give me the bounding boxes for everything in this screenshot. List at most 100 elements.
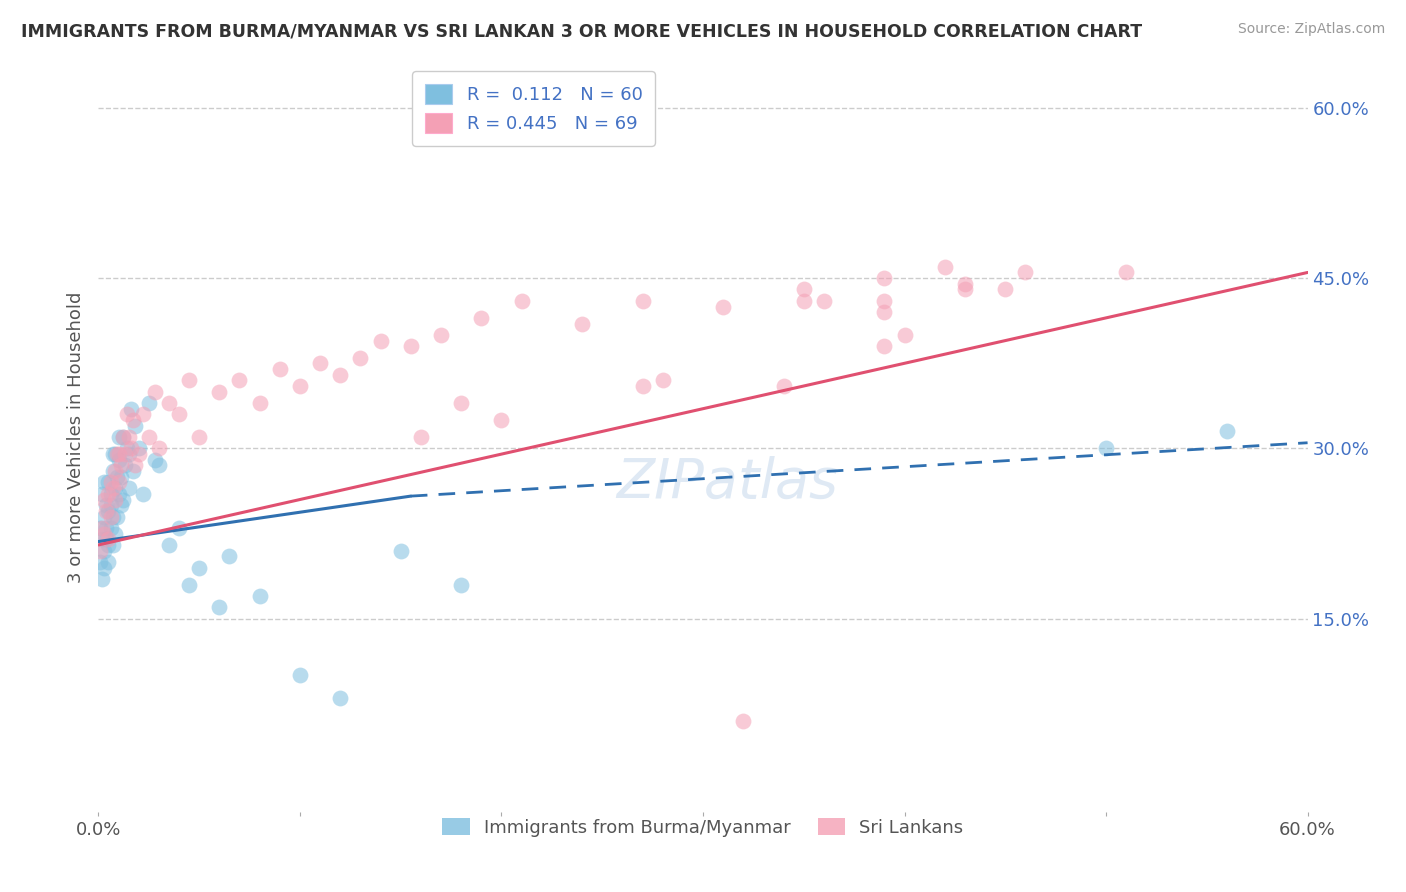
- Point: [103, 447, 125, 461]
- Point: [409, 430, 432, 444]
- Point: [97, 533, 120, 547]
- Point: [101, 538, 124, 552]
- Point: [97, 475, 120, 490]
- Point: [208, 384, 231, 399]
- Point: [329, 368, 352, 382]
- Point: [110, 498, 132, 512]
- Y-axis label: 3 or more Vehicles in Household: 3 or more Vehicles in Household: [66, 292, 84, 582]
- Point: [934, 260, 956, 274]
- Point: [105, 509, 128, 524]
- Point: [813, 293, 835, 308]
- Point: [120, 442, 142, 456]
- Point: [450, 577, 472, 591]
- Point: [124, 458, 146, 473]
- Point: [96, 533, 118, 547]
- Point: [389, 543, 412, 558]
- Point: [100, 509, 122, 524]
- Point: [772, 379, 794, 393]
- Point: [89, 521, 111, 535]
- Point: [128, 447, 150, 461]
- Point: [249, 396, 271, 410]
- Point: [132, 487, 155, 501]
- Point: [138, 396, 160, 410]
- Point: [309, 356, 332, 370]
- Point: [288, 379, 311, 393]
- Point: [100, 487, 122, 501]
- Point: [103, 492, 125, 507]
- Point: [631, 293, 654, 308]
- Point: [115, 408, 138, 422]
- Point: [93, 560, 115, 574]
- Point: [953, 283, 976, 297]
- Point: [157, 396, 180, 410]
- Point: [91, 572, 114, 586]
- Point: [100, 498, 122, 512]
- Point: [873, 271, 896, 285]
- Point: [91, 533, 114, 547]
- Point: [1014, 265, 1036, 279]
- Point: [188, 560, 211, 574]
- Point: [1115, 265, 1137, 279]
- Point: [89, 555, 111, 569]
- Point: [114, 447, 136, 461]
- Point: [96, 498, 118, 512]
- Point: [370, 334, 392, 348]
- Point: [793, 283, 815, 297]
- Point: [105, 447, 128, 461]
- Point: [107, 452, 129, 467]
- Point: [143, 384, 166, 399]
- Legend: Immigrants from Burma/Myanmar, Sri Lankans: Immigrants from Burma/Myanmar, Sri Lanka…: [436, 811, 970, 844]
- Point: [179, 577, 201, 591]
- Point: [128, 442, 150, 456]
- Point: [114, 458, 136, 473]
- Point: [329, 691, 352, 706]
- Point: [994, 283, 1017, 297]
- Point: [101, 447, 124, 461]
- Point: [1216, 425, 1239, 439]
- Point: [103, 526, 125, 541]
- Point: [97, 487, 120, 501]
- Point: [100, 521, 122, 535]
- Point: [101, 481, 124, 495]
- Point: [228, 373, 250, 387]
- Point: [651, 373, 673, 387]
- Point: [121, 464, 143, 478]
- Point: [101, 464, 124, 478]
- Point: [100, 475, 122, 490]
- Point: [97, 555, 120, 569]
- Point: [111, 430, 134, 444]
- Point: [157, 538, 180, 552]
- Point: [101, 509, 124, 524]
- Point: [103, 464, 125, 478]
- Point: [179, 373, 201, 387]
- Point: [110, 458, 132, 473]
- Point: [510, 293, 533, 308]
- Point: [631, 379, 654, 393]
- Point: [107, 475, 129, 490]
- Point: [571, 317, 593, 331]
- Point: [93, 526, 115, 541]
- Point: [218, 549, 240, 564]
- Point: [188, 430, 211, 444]
- Point: [97, 538, 120, 552]
- Point: [111, 430, 134, 444]
- Point: [167, 521, 190, 535]
- Point: [107, 430, 129, 444]
- Point: [132, 408, 155, 422]
- Point: [148, 442, 170, 456]
- Point: [107, 487, 129, 501]
- Point: [107, 447, 129, 461]
- Point: [120, 401, 142, 416]
- Point: [1095, 442, 1118, 456]
- Point: [470, 310, 492, 325]
- Point: [111, 492, 134, 507]
- Point: [93, 509, 115, 524]
- Point: [208, 600, 231, 615]
- Point: [143, 452, 166, 467]
- Point: [93, 543, 115, 558]
- Point: [399, 339, 422, 353]
- Point: [124, 418, 146, 433]
- Point: [96, 504, 118, 518]
- Point: [96, 521, 118, 535]
- Point: [105, 470, 128, 484]
